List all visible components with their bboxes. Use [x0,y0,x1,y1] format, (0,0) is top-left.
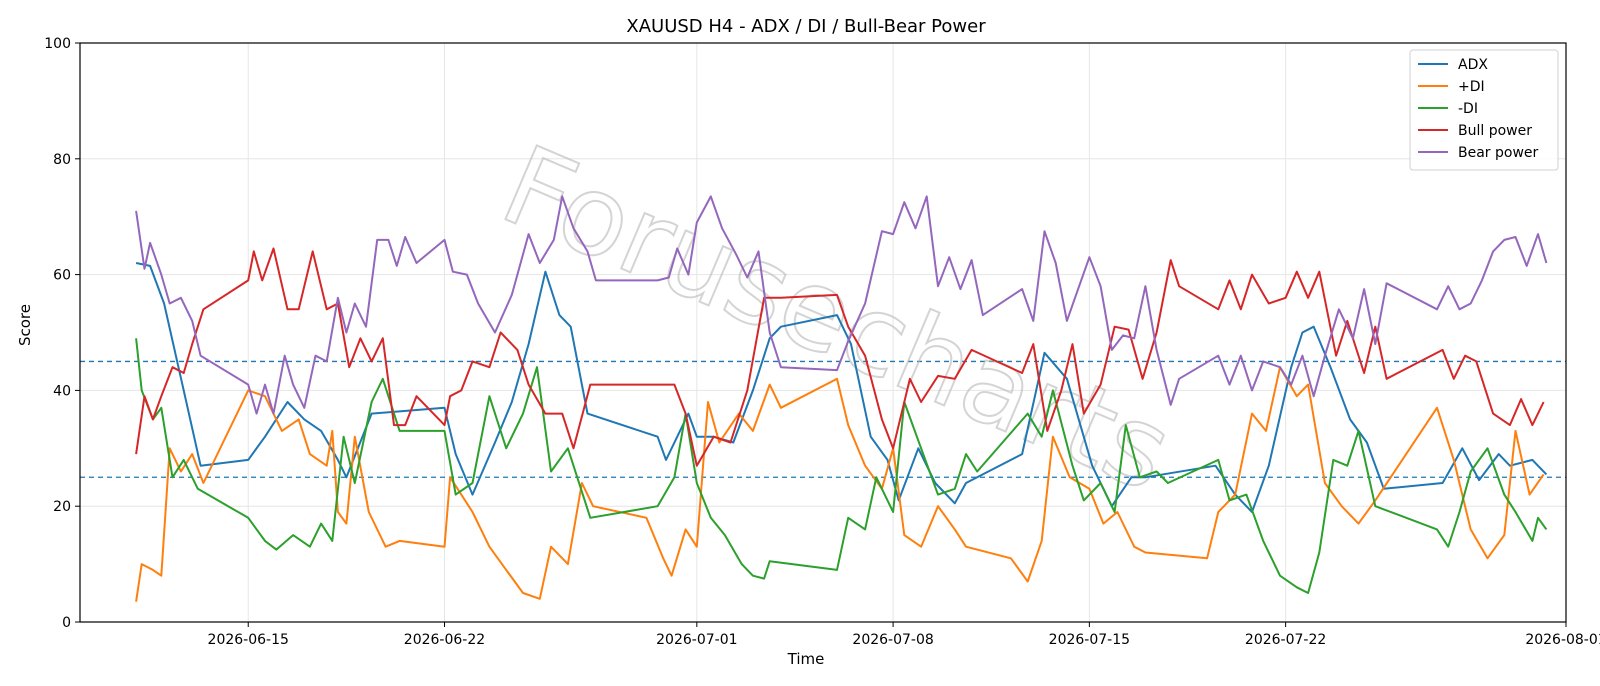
series-line--di [135,338,1548,594]
x-tick-label: 2026-07-22 [1245,632,1326,648]
legend-label: Bear power [1458,145,1539,161]
x-tick-label: 2026-07-15 [1049,632,1130,648]
legend-label: Bull power [1458,123,1532,139]
axes: 0 20 40 60 80 100 2026-06-15 2026-06-22 2026-07-… [44,36,1600,648]
chart-title: XAUUSD H4 - ADX / DI / Bull-Bear Power [626,16,986,37]
legend-box [1409,49,1559,171]
y-axis-title: Score [16,304,34,346]
series-line-bull-power [135,247,1545,467]
x-tick-label: 2026-07-08 [852,632,933,648]
series-line-adx [135,262,1548,513]
x-tick-label: 2026-08-01 [1525,632,1600,648]
y-tick-label: 100 [44,36,71,52]
y-tick-label: 40 [53,383,71,399]
grid [80,42,1567,623]
y-tick-label: 20 [53,499,71,515]
y-tick-label: 0 [62,615,71,631]
x-tick-label: 2026-06-22 [404,632,485,648]
legend-label: ADX [1458,57,1488,73]
x-tick-label: 2026-06-15 [208,632,289,648]
y-tick-label: 60 [53,268,71,284]
y-tick-label: 80 [53,152,71,168]
legend-label: +DI [1458,79,1485,95]
x-tick-label: 2026-07-01 [656,632,737,648]
legend-label: -DI [1458,101,1478,117]
x-axis-title: Time [787,650,825,668]
legend: ADX +DI -DI Bull power Bear power [1409,49,1559,171]
plot-frame [79,42,1567,623]
series-line-bear-power [135,195,1548,415]
series-group [135,195,1548,602]
